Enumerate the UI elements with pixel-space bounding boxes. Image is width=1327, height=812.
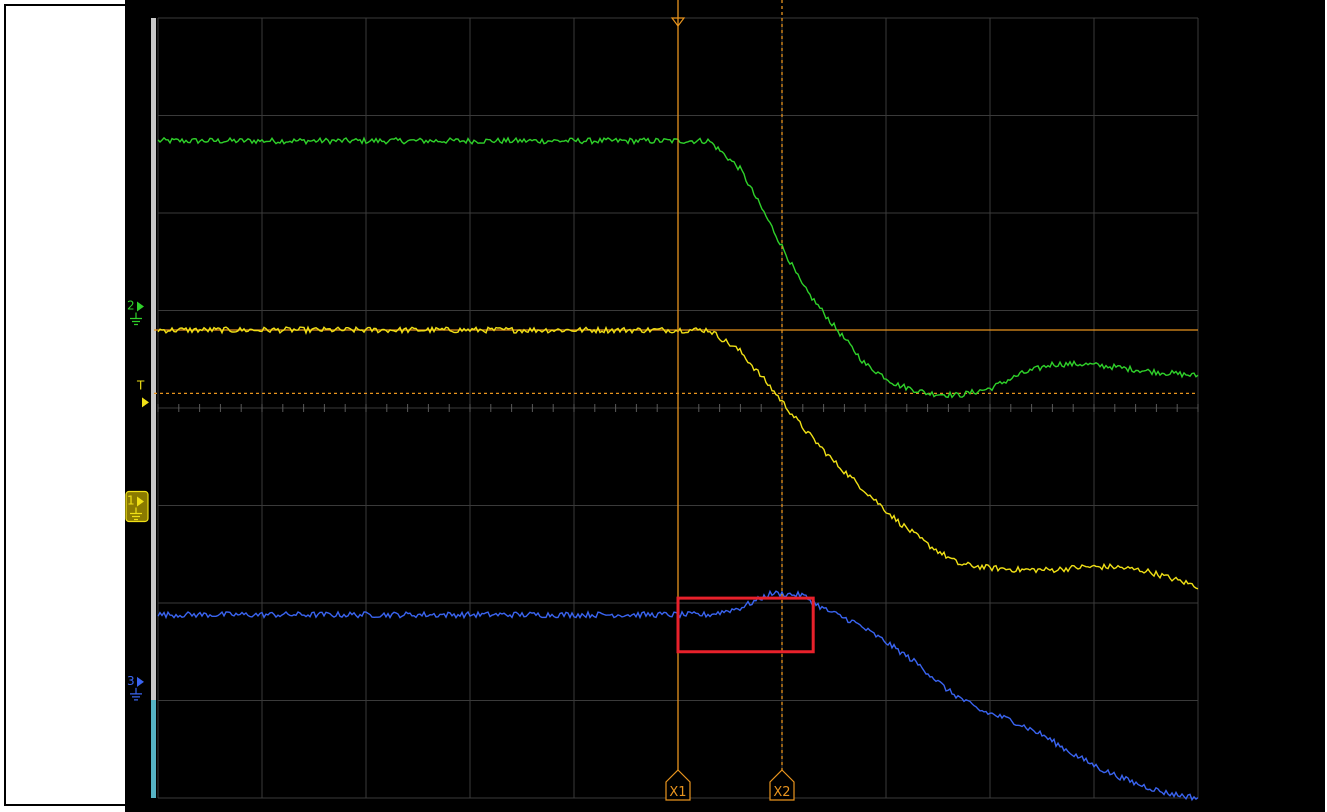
channel-side-bar bbox=[151, 18, 156, 798]
cursor-label-x2: X2 bbox=[773, 785, 790, 800]
cursors: X1 X2 bbox=[665, 0, 795, 801]
channel-1-marker: 1 bbox=[125, 490, 149, 523]
trigger-position-icon bbox=[670, 17, 686, 27]
channel-markers: 2 1 3 T bbox=[125, 299, 149, 701]
highlight-box bbox=[676, 596, 815, 654]
channel-side-bar-bottom bbox=[151, 700, 156, 798]
channel-arrow-icon bbox=[137, 301, 144, 312]
channel-2-marker: 2 bbox=[127, 299, 144, 326]
channel-3-label: 3 bbox=[127, 674, 135, 688]
oscilloscope-svg: X1 X2 2 1 3 T bbox=[125, 0, 1325, 812]
channel-arrow-icon bbox=[137, 496, 144, 507]
cursor-marker-x1 bbox=[665, 769, 691, 801]
ground-icon bbox=[130, 507, 142, 521]
channel-arrow-icon bbox=[137, 676, 144, 687]
cursor-label-x1: X1 bbox=[669, 785, 686, 800]
trigger-level-label: T bbox=[136, 378, 145, 392]
trigger-arrow-icon bbox=[142, 397, 149, 408]
cursor-marker-x2 bbox=[769, 769, 795, 801]
ground-icon bbox=[130, 312, 142, 326]
screen-background bbox=[125, 0, 1325, 812]
ground-icon bbox=[130, 687, 142, 701]
channel-2-label: 2 bbox=[127, 299, 135, 313]
channel-1-label: 1 bbox=[127, 494, 135, 508]
channel-3-marker: 3 bbox=[127, 674, 144, 701]
oscilloscope-display: X1 X2 2 1 3 T bbox=[125, 0, 1325, 812]
highlight-layer bbox=[676, 596, 815, 654]
